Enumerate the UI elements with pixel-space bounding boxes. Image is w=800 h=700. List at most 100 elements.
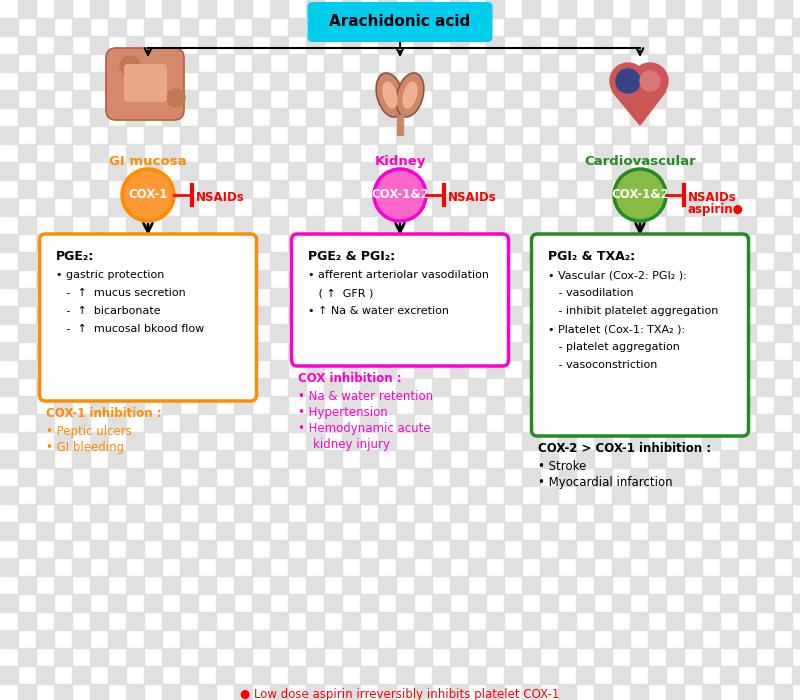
Bar <box>306 72 324 90</box>
Bar <box>738 432 756 450</box>
Bar <box>432 594 450 612</box>
Bar <box>774 288 792 306</box>
Bar <box>306 504 324 522</box>
Bar <box>738 108 756 126</box>
Bar <box>432 126 450 144</box>
Bar <box>54 540 72 558</box>
Bar <box>198 648 216 666</box>
Bar <box>162 324 180 342</box>
Bar <box>306 0 324 18</box>
Bar <box>162 360 180 378</box>
Bar <box>360 270 378 288</box>
Bar <box>270 108 288 126</box>
Bar <box>108 522 126 540</box>
Bar <box>774 504 792 522</box>
Text: COX-1: COX-1 <box>128 188 168 202</box>
Bar <box>684 630 702 648</box>
Bar <box>54 468 72 486</box>
Bar <box>288 90 306 108</box>
Text: • GI bleeding: • GI bleeding <box>46 441 124 454</box>
Bar <box>126 504 144 522</box>
Bar <box>630 684 648 700</box>
Bar <box>792 234 800 252</box>
Bar <box>72 630 90 648</box>
Bar <box>306 648 324 666</box>
Circle shape <box>120 56 140 76</box>
Bar <box>504 18 522 36</box>
Bar <box>198 504 216 522</box>
Bar <box>774 180 792 198</box>
Bar <box>162 684 180 700</box>
Bar <box>702 288 720 306</box>
Bar <box>432 558 450 576</box>
Bar <box>342 612 360 630</box>
Bar <box>306 468 324 486</box>
Bar <box>432 198 450 216</box>
Bar <box>216 90 234 108</box>
Bar <box>396 306 414 324</box>
Bar <box>630 612 648 630</box>
Bar <box>774 216 792 234</box>
Bar <box>396 450 414 468</box>
Bar <box>522 36 540 54</box>
Bar <box>108 378 126 396</box>
Bar <box>162 576 180 594</box>
Bar <box>666 612 684 630</box>
Bar <box>90 288 108 306</box>
Bar <box>396 54 414 72</box>
Bar <box>576 54 594 72</box>
Bar <box>792 90 800 108</box>
Bar <box>720 666 738 684</box>
Bar <box>630 468 648 486</box>
Bar <box>558 36 576 54</box>
Bar <box>18 324 36 342</box>
Bar <box>630 324 648 342</box>
Bar <box>144 630 162 648</box>
Bar <box>126 252 144 270</box>
Bar <box>54 288 72 306</box>
Bar <box>126 144 144 162</box>
Bar <box>126 180 144 198</box>
Bar <box>0 18 18 36</box>
Bar <box>108 198 126 216</box>
Bar <box>144 162 162 180</box>
Bar <box>414 612 432 630</box>
Bar <box>540 18 558 36</box>
Bar <box>162 144 180 162</box>
Bar <box>252 486 270 504</box>
Bar <box>432 18 450 36</box>
Bar <box>432 90 450 108</box>
Bar <box>432 234 450 252</box>
Bar <box>378 648 396 666</box>
Bar <box>666 432 684 450</box>
Bar <box>54 432 72 450</box>
Bar <box>684 90 702 108</box>
Bar <box>18 432 36 450</box>
Bar <box>558 180 576 198</box>
Bar <box>216 594 234 612</box>
Bar <box>378 288 396 306</box>
Bar <box>720 594 738 612</box>
Bar <box>54 108 72 126</box>
Bar <box>468 558 486 576</box>
Bar <box>0 414 18 432</box>
Circle shape <box>374 169 426 221</box>
Bar <box>774 360 792 378</box>
Bar <box>540 54 558 72</box>
Bar <box>648 450 666 468</box>
Bar <box>594 252 612 270</box>
Bar <box>630 396 648 414</box>
Bar <box>468 522 486 540</box>
Bar <box>738 576 756 594</box>
Bar <box>288 522 306 540</box>
Bar <box>36 558 54 576</box>
Bar <box>756 162 774 180</box>
Bar <box>126 216 144 234</box>
Bar <box>594 576 612 594</box>
Bar <box>342 360 360 378</box>
Bar <box>342 216 360 234</box>
Bar <box>756 54 774 72</box>
Bar <box>342 180 360 198</box>
Bar <box>378 360 396 378</box>
Bar <box>198 576 216 594</box>
